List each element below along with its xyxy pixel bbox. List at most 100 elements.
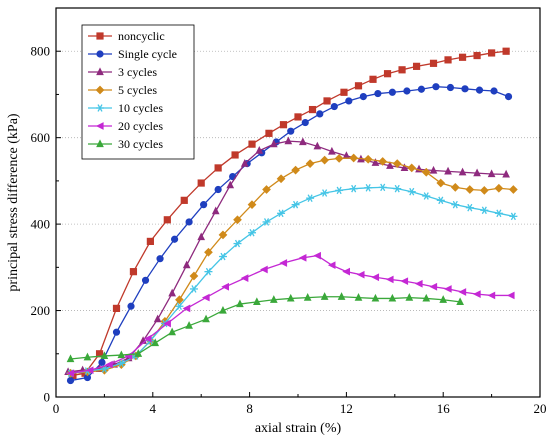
data-point <box>316 110 324 118</box>
data-point <box>494 183 504 193</box>
legend-marker <box>96 104 104 112</box>
x-tick-label: 8 <box>246 401 253 416</box>
data-point <box>432 83 440 91</box>
data-point <box>378 157 388 166</box>
data-point <box>298 137 307 146</box>
data-point <box>189 271 199 281</box>
legend-marker <box>95 122 104 130</box>
data-point <box>320 292 329 300</box>
data-point <box>185 321 193 329</box>
data-point <box>456 297 464 306</box>
data-point <box>105 360 113 369</box>
data-point <box>287 127 295 135</box>
data-point <box>66 369 75 378</box>
data-point <box>439 295 448 303</box>
data-point <box>134 349 143 357</box>
data-point <box>156 255 164 263</box>
data-point <box>334 154 344 163</box>
data-point <box>451 200 460 209</box>
data-point <box>422 293 431 302</box>
series-6 <box>66 292 464 363</box>
data-point <box>143 334 152 343</box>
data-point <box>371 273 380 282</box>
data-point <box>240 274 249 282</box>
series-3 <box>66 153 518 378</box>
data-point <box>248 140 256 148</box>
data-point <box>465 185 475 194</box>
legend-marker <box>95 85 105 95</box>
data-point <box>407 163 417 173</box>
legend-label: noncyclic <box>118 29 165 43</box>
data-point <box>286 293 295 302</box>
data-point <box>502 47 510 55</box>
data-point <box>342 267 351 276</box>
legend: noncyclic Single cycle 3 cycles 5 cycles 10 … <box>81 24 195 160</box>
legend-label: 5 cycles <box>118 83 157 97</box>
data-point <box>429 59 438 67</box>
data-point <box>248 228 257 237</box>
x-axis-title: axial strain (%) <box>255 421 342 436</box>
data-point <box>407 187 416 196</box>
data-point <box>265 129 273 137</box>
data-point <box>236 299 244 308</box>
data-point <box>412 62 421 70</box>
data-point <box>233 215 242 225</box>
data-point <box>417 85 426 93</box>
data-point <box>260 265 268 274</box>
legend-entry: 20 cycles <box>88 119 163 133</box>
series-5 <box>66 251 515 378</box>
data-point <box>446 83 455 92</box>
data-point <box>458 53 467 61</box>
data-point <box>458 288 467 296</box>
data-point <box>112 328 121 336</box>
data-point <box>509 212 518 221</box>
data-point <box>313 141 322 150</box>
legend-entry: 5 cycles <box>88 83 157 97</box>
data-point <box>506 291 515 300</box>
data-point <box>444 166 452 175</box>
data-point <box>388 88 396 96</box>
data-point <box>369 75 377 83</box>
data-point <box>378 183 387 192</box>
data-point <box>306 194 315 202</box>
data-point <box>204 267 213 276</box>
data-point <box>218 252 227 261</box>
data-point <box>240 159 249 167</box>
data-point <box>509 185 518 194</box>
legend-marker <box>96 32 104 40</box>
data-point <box>95 350 104 358</box>
x-tick-label: 16 <box>437 401 451 416</box>
data-point <box>461 85 469 93</box>
data-point <box>479 186 489 195</box>
data-point <box>298 253 307 262</box>
legend-entry: 3 cycles <box>88 65 157 79</box>
data-point <box>473 51 481 60</box>
legend-label: 30 cycles <box>118 137 163 151</box>
data-point <box>444 56 452 64</box>
data-point <box>175 302 184 311</box>
data-point <box>354 292 363 301</box>
data-point <box>163 319 171 328</box>
y-tick-label: 600 <box>31 130 51 145</box>
series-line <box>70 186 514 374</box>
data-point <box>218 230 228 240</box>
data-point <box>83 352 92 361</box>
data-point <box>472 290 481 298</box>
data-point <box>354 82 363 90</box>
legend-entry: Single cycle <box>88 47 177 61</box>
y-tick-label: 400 <box>31 217 51 232</box>
data-point <box>170 235 179 243</box>
legend-label: 3 cycles <box>118 65 157 79</box>
data-point <box>475 86 484 94</box>
data-point <box>490 87 498 95</box>
data-point <box>262 185 271 194</box>
data-point <box>386 161 394 169</box>
data-point <box>269 139 278 148</box>
data-point <box>291 200 300 209</box>
data-point <box>320 155 329 165</box>
series-4 <box>66 183 518 378</box>
data-point <box>313 251 321 260</box>
data-point <box>308 105 317 114</box>
data-point <box>294 113 302 121</box>
